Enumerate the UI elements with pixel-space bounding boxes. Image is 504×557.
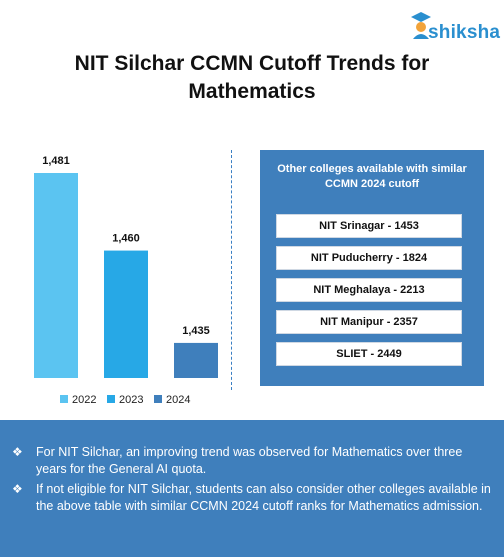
diamond-bullet-icon: ❖	[12, 445, 23, 459]
bar-value-label: 1,435	[182, 325, 210, 337]
other-colleges-panel: Other colleges available with similar CC…	[260, 150, 484, 386]
dashed-divider	[231, 150, 232, 390]
bar-chart: 1,481 1,460 1,435 2022 2023 2024	[34, 155, 218, 406]
legend-swatch	[154, 395, 162, 403]
college-item: NIT Manipur - 2357	[276, 310, 462, 334]
legend-label: 2024	[166, 394, 190, 406]
panel-heading: Other colleges available with similar CC…	[277, 163, 467, 190]
legend-swatch	[107, 395, 115, 403]
college-item: NIT Srinagar - 1453	[276, 214, 462, 238]
note-text: If not eligible for NIT Silchar, student…	[36, 482, 491, 513]
graduate-icon	[411, 12, 431, 39]
legend-label: 2023	[119, 394, 143, 406]
note-item: ❖ For NIT Silchar, an improving trend wa…	[12, 444, 492, 478]
college-item: SLIET - 2449	[276, 342, 462, 366]
note-item: ❖ If not eligible for NIT Silchar, stude…	[12, 481, 492, 515]
notes-section: ❖ For NIT Silchar, an improving trend wa…	[0, 420, 504, 557]
bar-value-label: 1,481	[42, 155, 70, 167]
legend-swatch	[60, 395, 68, 403]
bar-2024	[174, 342, 218, 378]
bar-2023	[104, 250, 148, 378]
bar-2022	[34, 173, 78, 378]
brand-name: shiksha	[428, 22, 501, 43]
college-item: NIT Meghalaya - 2213	[276, 278, 462, 302]
bar-value-label: 1,460	[112, 233, 140, 245]
legend-label: 2022	[72, 394, 96, 406]
diamond-bullet-icon: ❖	[12, 482, 23, 496]
shiksha-logo: shiksha	[410, 8, 500, 48]
note-text: For NIT Silchar, an improving trend was …	[36, 445, 463, 476]
college-item: NIT Puducherry - 1824	[276, 246, 462, 270]
page-title: NIT Silchar CCMN Cutoff Trends for Mathe…	[74, 52, 430, 103]
